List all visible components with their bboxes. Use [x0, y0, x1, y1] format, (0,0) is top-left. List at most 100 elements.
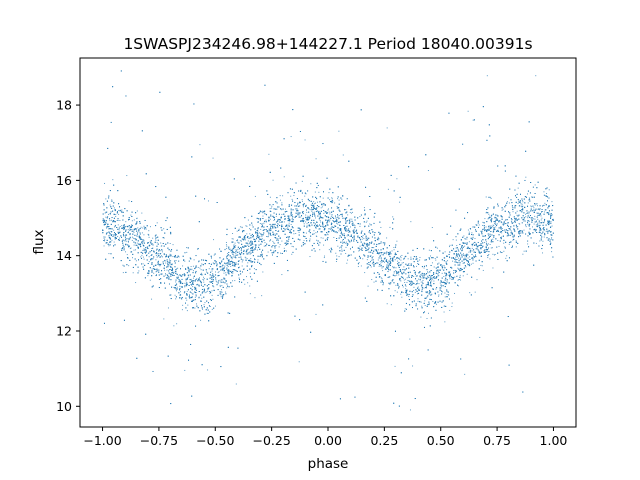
data-point — [278, 206, 280, 208]
data-point — [422, 276, 424, 278]
data-point — [277, 223, 279, 225]
data-point — [437, 270, 439, 272]
data-point — [354, 225, 356, 227]
data-point — [118, 213, 120, 215]
data-point — [237, 248, 239, 250]
data-point — [507, 234, 509, 236]
data-point — [359, 245, 361, 247]
data-point — [291, 213, 293, 215]
data-point — [255, 245, 257, 247]
data-point — [541, 233, 543, 235]
data-point — [472, 237, 474, 239]
data-point — [315, 227, 317, 229]
data-point — [241, 261, 243, 263]
data-point — [389, 226, 391, 228]
data-point — [225, 241, 227, 243]
data-point — [231, 248, 233, 250]
data-point — [285, 250, 287, 252]
data-point — [512, 236, 514, 238]
data-point — [470, 263, 472, 265]
data-point — [140, 226, 142, 228]
data-point — [226, 253, 228, 255]
data-point — [238, 228, 240, 230]
data-point — [368, 225, 370, 227]
data-point — [534, 215, 536, 217]
data-point — [159, 250, 161, 252]
data-point — [157, 260, 159, 262]
data-point — [314, 191, 316, 193]
data-point — [113, 207, 115, 209]
data-point — [202, 308, 204, 310]
data-point — [386, 259, 388, 261]
data-point — [184, 282, 186, 284]
data-point — [281, 274, 283, 276]
data-point — [329, 199, 331, 201]
data-point — [207, 288, 209, 290]
data-point — [298, 216, 300, 218]
data-point — [188, 269, 190, 271]
data-point — [541, 217, 543, 219]
data-point — [155, 271, 157, 273]
data-point — [424, 304, 426, 306]
data-point — [546, 192, 548, 194]
data-point — [388, 266, 390, 268]
data-point — [250, 257, 252, 259]
data-point — [490, 216, 492, 218]
data-point — [170, 260, 172, 262]
data-point — [468, 251, 470, 253]
data-point — [281, 213, 283, 215]
data-point — [503, 220, 505, 222]
data-point — [272, 240, 274, 242]
data-point — [246, 233, 248, 235]
data-point — [435, 259, 437, 261]
data-point — [103, 224, 105, 226]
data-point — [182, 265, 184, 267]
data-point — [379, 255, 381, 257]
data-point — [323, 257, 325, 259]
data-point — [537, 222, 539, 224]
data-point — [148, 236, 150, 238]
data-point — [160, 242, 162, 244]
data-point — [105, 198, 107, 200]
data-point — [340, 232, 342, 234]
data-point — [479, 252, 481, 254]
data-point — [338, 256, 340, 258]
data-point — [506, 235, 508, 237]
data-point — [262, 215, 264, 217]
data-point — [414, 273, 416, 275]
data-point — [249, 228, 251, 230]
data-point — [278, 221, 280, 223]
data-point — [370, 266, 372, 268]
data-point — [351, 218, 353, 220]
data-point — [472, 262, 474, 264]
data-point — [227, 248, 229, 250]
data-point — [171, 263, 173, 265]
data-point — [484, 241, 486, 243]
data-point — [261, 224, 263, 226]
data-point — [315, 313, 317, 315]
data-point — [298, 214, 300, 216]
data-point — [221, 282, 223, 284]
data-point — [274, 225, 276, 227]
data-point — [404, 269, 406, 271]
data-point — [129, 228, 131, 230]
data-point — [417, 286, 419, 288]
data-point — [226, 247, 228, 249]
data-point — [399, 279, 401, 281]
data-point — [459, 274, 461, 276]
data-point — [395, 270, 397, 272]
data-point — [235, 245, 237, 247]
data-point — [136, 210, 138, 212]
data-point — [363, 207, 365, 209]
data-point — [274, 242, 276, 244]
data-point — [133, 231, 135, 233]
data-point — [263, 245, 265, 247]
data-point — [475, 229, 477, 231]
data-point — [175, 290, 177, 292]
data-point — [342, 242, 344, 244]
data-point — [213, 286, 215, 288]
data-point — [292, 220, 294, 222]
data-point — [377, 259, 379, 261]
data-point — [142, 256, 144, 258]
data-point — [216, 281, 218, 283]
